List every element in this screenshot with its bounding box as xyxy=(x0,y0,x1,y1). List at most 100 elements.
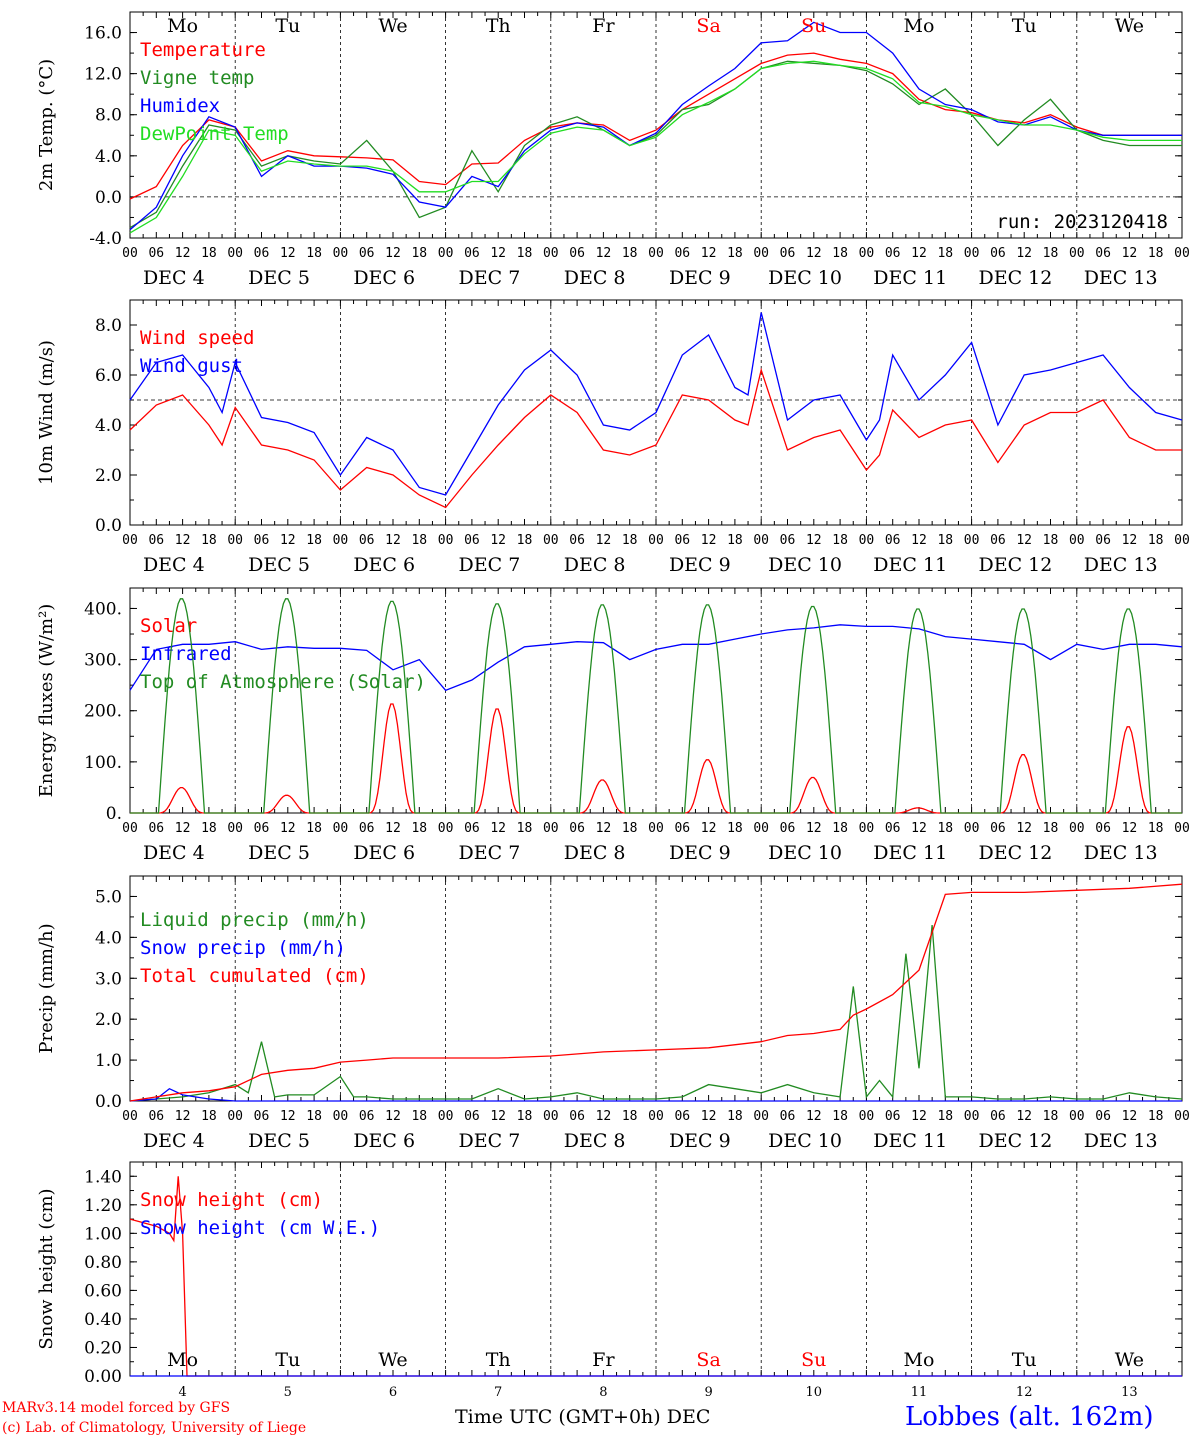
hour-tick-label: 12 xyxy=(806,246,822,261)
legend-wind-speed: Wind speed xyxy=(140,327,254,349)
hour-tick-label: 00 xyxy=(333,533,349,548)
day-name-label: Th xyxy=(486,15,511,37)
hour-tick-label: 18 xyxy=(622,1109,638,1124)
hour-tick-label: 00 xyxy=(122,533,138,548)
hour-tick-label: 00 xyxy=(648,821,664,836)
hour-tick-label: 18 xyxy=(201,533,217,548)
hour-tick-label: 18 xyxy=(832,1109,848,1124)
date-label: DEC 8 xyxy=(564,267,626,289)
hour-tick-label: 12 xyxy=(911,1109,927,1124)
y-axis-label: 2m Temp. (°C) xyxy=(36,59,57,191)
hour-tick-label: 12 xyxy=(596,1109,612,1124)
hour-tick-label: 00 xyxy=(543,821,559,836)
date-label: DEC 10 xyxy=(768,842,842,864)
hour-tick-label: 12 xyxy=(280,533,296,548)
y-tick-label: -4.0 xyxy=(89,229,122,249)
day-number-label: 5 xyxy=(284,1385,292,1400)
hour-tick-label: 00 xyxy=(333,1109,349,1124)
day-name-label: Mo xyxy=(904,15,935,37)
hour-tick-label: 06 xyxy=(885,533,901,548)
hour-tick-label: 06 xyxy=(569,821,585,836)
hour-tick-label: 00 xyxy=(648,246,664,261)
hour-tick-label: 06 xyxy=(990,1109,1006,1124)
hour-tick-label: 12 xyxy=(806,1109,822,1124)
legend-temperature: Temperature xyxy=(140,39,266,61)
hour-tick-label: 12 xyxy=(1122,1109,1138,1124)
hour-tick-label: 18 xyxy=(622,821,638,836)
date-label: DEC 8 xyxy=(564,842,626,864)
hour-tick-label: 18 xyxy=(937,821,953,836)
hour-tick-label: 12 xyxy=(280,246,296,261)
hour-tick-label: 12 xyxy=(1016,533,1032,548)
y-tick-label: 0.40 xyxy=(84,1310,122,1330)
hour-tick-label: 06 xyxy=(148,533,164,548)
hour-tick-label: 00 xyxy=(1174,246,1190,261)
day-number-label: 7 xyxy=(494,1385,502,1400)
hour-tick-label: 12 xyxy=(596,821,612,836)
hour-tick-label: 18 xyxy=(411,1109,427,1124)
hour-tick-label: 00 xyxy=(648,533,664,548)
date-label: DEC 10 xyxy=(768,1130,842,1152)
hour-tick-label: 12 xyxy=(911,246,927,261)
hour-tick-label: 00 xyxy=(648,1109,664,1124)
y-tick-label: 0.0 xyxy=(95,516,122,536)
hour-tick-label: 00 xyxy=(753,1109,769,1124)
panel-energy: 0. 100. 200. 300. 400. Energy fluxes (W/m²) So… xyxy=(36,587,1190,864)
hour-tick-label: 06 xyxy=(990,821,1006,836)
hour-tick-label: 06 xyxy=(254,1109,270,1124)
hour-tick-label: 06 xyxy=(254,533,270,548)
day-number-label: 13 xyxy=(1121,1385,1138,1400)
date-label: DEC 4 xyxy=(143,842,205,864)
hour-tick-label: 12 xyxy=(385,1109,401,1124)
y-tick-label: 0.0 xyxy=(95,1092,122,1112)
legend-humidex: Humidex xyxy=(140,95,220,117)
hour-tick-label: 00 xyxy=(1174,533,1190,548)
date-label: DEC 13 xyxy=(1084,1130,1158,1152)
hour-tick-label: 00 xyxy=(859,246,875,261)
hour-tick-label: 12 xyxy=(175,821,191,836)
day-name-label: Su xyxy=(801,15,826,37)
y-tick-label: 3.0 xyxy=(95,969,122,989)
series-total-cumulated-cm xyxy=(129,883,1183,1102)
hour-tick-label: 18 xyxy=(411,533,427,548)
date-label: DEC 6 xyxy=(353,554,415,576)
hour-tick-label: 06 xyxy=(885,246,901,261)
hour-tick-label: 12 xyxy=(490,1109,506,1124)
date-label: DEC 7 xyxy=(459,1130,521,1152)
legend-vigne-temp: Vigne temp xyxy=(140,67,254,89)
y-tick-label: 2.0 xyxy=(95,1010,122,1030)
hour-tick-label: 06 xyxy=(780,533,796,548)
hour-tick-label: 12 xyxy=(175,533,191,548)
hour-tick-label: 00 xyxy=(438,1109,454,1124)
date-label: DEC 6 xyxy=(353,1130,415,1152)
hour-tick-label: 18 xyxy=(306,533,322,548)
date-label: DEC 9 xyxy=(669,842,731,864)
date-label: DEC 12 xyxy=(979,1130,1053,1152)
hour-tick-label: 06 xyxy=(148,1109,164,1124)
hour-tick-label: 18 xyxy=(1043,1109,1059,1124)
day-name-label: We xyxy=(1115,1349,1144,1371)
y-tick-label: 8.0 xyxy=(95,316,122,336)
day-number-label: 9 xyxy=(704,1385,712,1400)
day-name-label: Th xyxy=(486,1349,511,1371)
hour-tick-label: 12 xyxy=(1122,533,1138,548)
hour-tick-label: 18 xyxy=(832,533,848,548)
hour-tick-label: 06 xyxy=(569,533,585,548)
hour-tick-label: 00 xyxy=(227,821,243,836)
legend-snow-height-cm: Snow height (cm) xyxy=(140,1189,323,1211)
hour-tick-label: 12 xyxy=(1122,821,1138,836)
legend-wind-gust: Wind gust xyxy=(140,355,243,377)
hour-tick-label: 12 xyxy=(490,246,506,261)
hour-tick-label: 06 xyxy=(359,246,375,261)
hour-tick-label: 18 xyxy=(832,821,848,836)
legend-total-cumulated-cm: Total cumulated (cm) xyxy=(140,965,369,987)
y-tick-label: 16.0 xyxy=(84,24,122,44)
hour-tick-label: 06 xyxy=(569,1109,585,1124)
date-label: DEC 5 xyxy=(248,554,310,576)
series-snow-height-cm xyxy=(129,1176,1182,1377)
y-tick-label: 100. xyxy=(84,753,122,773)
y-tick-label: 4.0 xyxy=(95,147,122,167)
day-name-label: Sa xyxy=(696,15,720,37)
hour-tick-label: 12 xyxy=(490,533,506,548)
hour-tick-label: 18 xyxy=(727,1109,743,1124)
